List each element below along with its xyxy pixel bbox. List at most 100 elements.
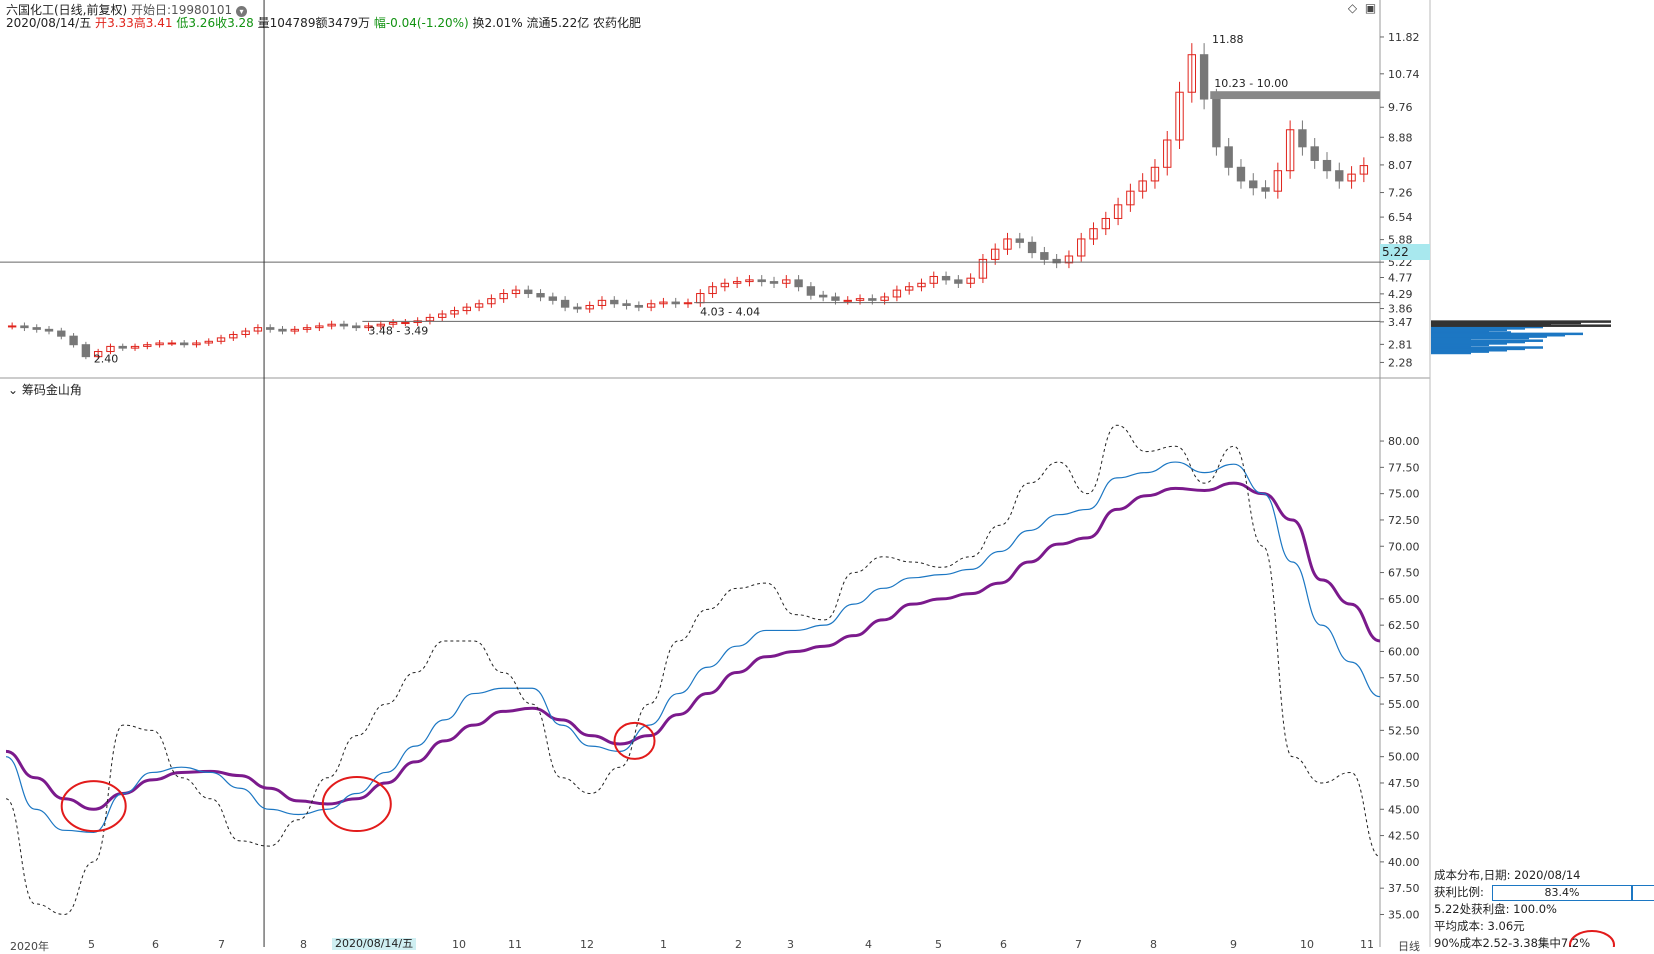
close-label: 收 [215, 16, 228, 30]
ind-tick-label: 50.00 [1388, 751, 1420, 764]
profit-line: 5.22处获利盘: 100.0% [1434, 902, 1557, 916]
chevron-down-icon[interactable]: ⌄ [8, 383, 19, 397]
candle-body [1310, 146, 1319, 161]
candle-body [585, 304, 594, 310]
candle-body [1236, 166, 1246, 182]
candle-body [241, 330, 250, 335]
candle-body [364, 325, 373, 329]
candle-body [1150, 166, 1160, 182]
candle-body [966, 277, 975, 284]
ind-tick-label: 80.00 [1388, 435, 1420, 448]
x-axis-label: 7 [218, 938, 225, 951]
high-label: 高 [133, 16, 146, 30]
chevron-down-icon[interactable]: ▾ [235, 6, 247, 17]
candle-body [831, 296, 840, 301]
price-tick-label: 8.88 [1388, 131, 1413, 144]
candle-body [597, 299, 607, 306]
candle-body [7, 325, 17, 328]
candle-body [290, 328, 299, 332]
indicator-title[interactable]: ⌄ 筹码金山角 [8, 381, 82, 398]
candle-body [646, 303, 656, 308]
candle-body [155, 342, 164, 346]
diamond-icon[interactable]: ◇ [1347, 1, 1358, 15]
cost-range-line: 90%成本2.52-3.38集中7.2% [1434, 936, 1591, 950]
candle-body [634, 304, 644, 308]
candle-body [474, 303, 484, 308]
cost-title: 成本分布,日期: 2020/08/14 [1434, 868, 1581, 882]
cost-profile-bar [1431, 340, 1525, 344]
ind-tick-label: 35.00 [1388, 908, 1420, 921]
candle-body [855, 298, 865, 301]
indicator-name: 筹码金山角 [21, 383, 82, 397]
price-tick-label: 5.88 [1388, 234, 1413, 247]
candle-body [278, 328, 287, 332]
candle-body [622, 303, 631, 306]
candle-body [81, 344, 91, 358]
candle-body [401, 322, 410, 325]
x-axis-label: 5 [88, 938, 95, 951]
candle-body [192, 342, 201, 346]
low-label: 低 [176, 16, 189, 30]
candle-body [806, 286, 816, 296]
x-axis-label: 3 [787, 938, 794, 951]
ind-tick-label: 70.00 [1388, 540, 1420, 553]
range-bar-10 [1210, 91, 1380, 100]
candle-body [1335, 170, 1344, 182]
candle-body [118, 345, 127, 349]
candle-body [720, 282, 730, 288]
ind-tick-label: 65.00 [1388, 593, 1420, 606]
x-axis-label: 5 [935, 938, 942, 951]
candle-body [1359, 165, 1369, 175]
candle-body [130, 345, 140, 349]
highlight-circle [60, 780, 127, 833]
x-axis-label: 12 [580, 938, 594, 951]
ind-tick-label: 57.50 [1388, 672, 1420, 685]
candle-body [376, 323, 385, 327]
ind-tick-label: 37.50 [1388, 882, 1420, 895]
candle-body [216, 337, 226, 342]
candle-body [524, 289, 533, 295]
candle-body [438, 313, 447, 318]
candle-body [106, 345, 115, 353]
candle-body [905, 286, 914, 291]
volume-value: 量104789 [257, 16, 316, 30]
candle-body [1187, 54, 1197, 93]
range-annotation-4: 4.03 - 4.04 [700, 306, 760, 319]
candle-body [1015, 238, 1024, 243]
candle-body [880, 296, 889, 301]
candle-body [659, 301, 668, 305]
price-tick-label: 2.81 [1388, 338, 1413, 351]
candle-body [892, 289, 902, 298]
candle-body [917, 282, 926, 288]
window-icon[interactable]: ▣ [1364, 1, 1377, 15]
candle-body [487, 298, 496, 305]
series-blue-line [5, 461, 1381, 834]
stock-name: 六国化工(日线,前复权) [6, 3, 128, 17]
candle-body [1027, 241, 1037, 254]
x-axis-label: 2020年 [10, 940, 49, 953]
ind-tick-label: 75.00 [1388, 488, 1420, 501]
cost-profile-bar [1431, 320, 1611, 323]
price-tick-label: 4.77 [1388, 271, 1413, 284]
candle-body [1285, 129, 1295, 172]
cost-profile-bar [1431, 342, 1507, 345]
candle-body [1212, 98, 1221, 148]
price-tick-label: 7.26 [1388, 187, 1413, 200]
candle-body [253, 327, 263, 332]
cost-profile-bar [1431, 344, 1471, 348]
price-tick-label: 11.82 [1388, 31, 1420, 44]
x-axis-label: 8 [1150, 938, 1157, 951]
ind-tick-label: 67.50 [1388, 567, 1420, 580]
candle-body [204, 340, 213, 344]
quote-date: 2020/08/14/五 [6, 16, 92, 30]
high-annotation: 11.88 [1212, 33, 1244, 46]
ind-tick-label: 42.50 [1388, 830, 1420, 843]
candle-body [536, 293, 545, 298]
avg-cost-line: 平均成本: 3.06元 [1434, 919, 1525, 933]
price-tick-label: 3.86 [1388, 303, 1413, 316]
cost-profile-bar [1431, 346, 1543, 349]
candle-body [44, 328, 54, 332]
candle-body [1273, 170, 1283, 192]
x-axis-label: 2 [735, 938, 742, 951]
